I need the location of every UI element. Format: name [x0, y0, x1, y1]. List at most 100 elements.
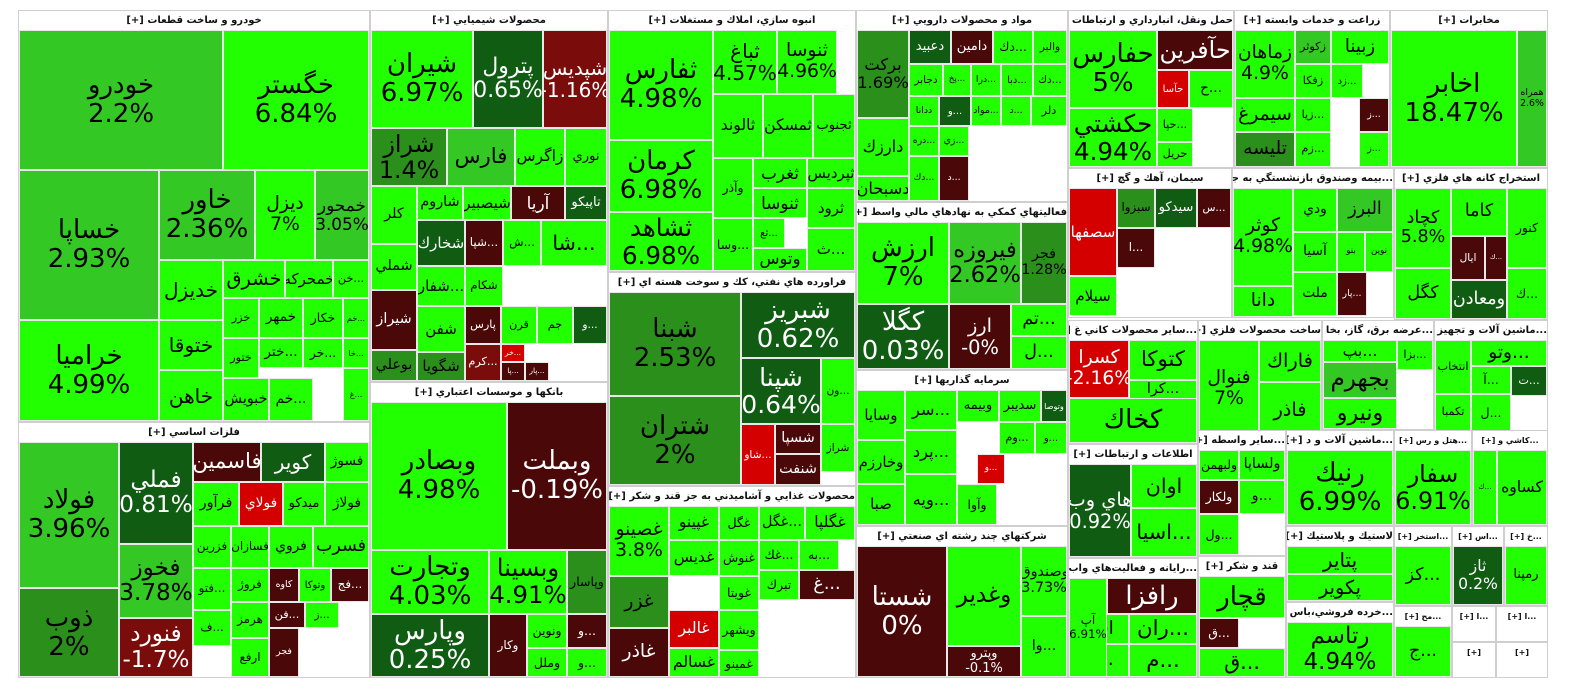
tile-1-20[interactable]: شفن: [417, 306, 465, 352]
tile-3-16[interactable]: ...دره: [909, 126, 939, 156]
tile-11-24[interactable]: ...ف: [193, 610, 231, 646]
tile-0-16[interactable]: خاهن: [159, 370, 223, 421]
tile-5-2[interactable]: زبينا: [1331, 30, 1389, 64]
tile-14-1[interactable]: سديبر: [999, 390, 1041, 422]
tile-15-17[interactable]: غمينو: [719, 650, 759, 677]
tile-15-8[interactable]: ...به: [799, 540, 839, 570]
tile-0-23[interactable]: ...غ: [343, 368, 369, 421]
tile-20-4[interactable]: ...ل: [1471, 394, 1511, 431]
tile-7-1[interactable]: فيروزه 2.62%: [949, 222, 1021, 304]
tile-5-8[interactable]: تليسه: [1235, 132, 1295, 167]
tile-16-4[interactable]: ...وا: [1021, 616, 1067, 677]
tile-1-25[interactable]: شگويا: [417, 352, 465, 381]
tile-2-8[interactable]: ثغرب: [753, 158, 807, 188]
tile-8-0[interactable]: سصفها: [1069, 188, 1117, 276]
tile-26-5[interactable]: آپ 6.91%: [1069, 578, 1107, 677]
tile-0-12[interactable]: خزر: [223, 298, 259, 338]
sector-header[interactable]: ...عرضه برق، گاز، بخا [+]: [1323, 321, 1433, 340]
tile-1-5[interactable]: زاگرس: [515, 128, 565, 186]
tile-8-5[interactable]: سيلام: [1069, 276, 1117, 316]
tile-13-5[interactable]: شراز: [821, 424, 855, 472]
tile-19-3[interactable]: ...بزا: [1397, 340, 1433, 370]
tile-3-20[interactable]: ...د: [939, 156, 969, 201]
tile-1-27[interactable]: ...خر: [501, 344, 525, 362]
tile-2-2[interactable]: ثنوسا 4.96%: [777, 30, 837, 94]
tile-30-0[interactable]: رمپنا: [1505, 546, 1547, 605]
tile-11-18[interactable]: ...فتو: [193, 568, 231, 610]
tile-5-0[interactable]: زماهان 4.9%: [1235, 30, 1295, 98]
sector-header[interactable]: محصولات شيميايي [+]: [371, 11, 607, 30]
tile-22-0[interactable]: ولساپا: [1239, 450, 1285, 480]
tile-1-26[interactable]: ...كرم: [465, 344, 501, 381]
tile-0-14[interactable]: خكار: [303, 298, 343, 338]
tile-15-9[interactable]: غزر: [609, 576, 669, 628]
tile-12-4[interactable]: وپاسار: [567, 550, 607, 614]
tile-2-3[interactable]: ثالوند: [713, 94, 763, 158]
tile-11-20[interactable]: ...ز: [305, 602, 339, 628]
sector-header[interactable]: انبوه سازي، املاك و مستغلات [+]: [609, 11, 855, 30]
tile-13-2[interactable]: شپنا 0.64%: [741, 358, 821, 424]
tile-10-0[interactable]: كچاد 5.8%: [1395, 188, 1451, 268]
tile-3-14[interactable]: ...د: [1001, 96, 1031, 126]
sector-header[interactable]: ...ا [+]: [1453, 607, 1495, 626]
tile-3-5[interactable]: دجابر: [909, 64, 943, 96]
sector-header[interactable]: [+]: [1497, 643, 1547, 662]
tile-3-6[interactable]: ...پخ: [943, 64, 971, 96]
tile-1-22[interactable]: قرن: [501, 306, 537, 344]
tile-4-5[interactable]: ...حپا: [1157, 108, 1193, 142]
tile-11-21[interactable]: هرمز: [231, 602, 269, 638]
tile-13-4[interactable]: شتران 2%: [609, 396, 741, 485]
tile-0-15[interactable]: ...خم: [343, 298, 369, 338]
tile-8-2[interactable]: سيدكو: [1155, 188, 1197, 228]
tile-0-13[interactable]: خمهر: [259, 298, 303, 338]
tile-14-9[interactable]: ...و: [977, 454, 1005, 484]
tile-15-0[interactable]: غصينو 3.8%: [609, 506, 669, 576]
tile-0-3[interactable]: خاور 2.36%: [159, 170, 255, 260]
tile-5-3[interactable]: زفكا: [1295, 64, 1331, 98]
tile-8-1[interactable]: سبزوا: [1117, 188, 1155, 228]
tile-0-20[interactable]: ...خا: [343, 338, 369, 368]
tile-19-1[interactable]: بجهرم: [1323, 362, 1397, 398]
tile-3-3[interactable]: ...دك: [993, 30, 1033, 64]
tile-26-0[interactable]: رافزا: [1107, 578, 1197, 614]
tile-8-4[interactable]: ...ا: [1117, 228, 1155, 268]
tile-14-4[interactable]: وسايا: [857, 390, 905, 440]
tile-13-1[interactable]: شبريز 0.62%: [741, 292, 855, 358]
tile-15-7[interactable]: ...غك: [759, 540, 799, 570]
tile-1-1[interactable]: پترول 0.65%: [473, 30, 543, 128]
tile-0-10[interactable]: ...خن: [333, 260, 369, 298]
tile-3-0[interactable]: بركت 1.69%: [857, 30, 909, 118]
tile-6-0[interactable]: اخابر 18.47%: [1391, 30, 1517, 167]
tile-10-4[interactable]: ...ك: [1485, 236, 1507, 280]
tile-1-0[interactable]: شيران 6.97%: [371, 30, 473, 128]
sector-header[interactable]: ...ماشين آلات و تجهيز [+]: [1435, 321, 1547, 340]
tile-5-10[interactable]: ...ز: [1359, 132, 1389, 167]
tile-11-5[interactable]: فرآور: [193, 482, 239, 526]
tile-1-17[interactable]: ...شفار: [417, 266, 465, 306]
tile-12-1[interactable]: وبملت -0.19%: [507, 402, 607, 550]
tile-1-18[interactable]: شكام: [465, 266, 503, 306]
tile-18-2[interactable]: فاذر: [1259, 382, 1321, 437]
sector-header[interactable]: ...ماشين آلات و د [+]: [1287, 431, 1393, 450]
tile-8-3[interactable]: ...س: [1197, 188, 1231, 228]
sector-header[interactable]: ...كاشي و [+]: [1473, 431, 1547, 450]
tile-29-0[interactable]: ثاز 0.2%: [1453, 546, 1503, 605]
sector-header[interactable]: ...بيمه وصندوق بازنشستگي به جز [+]: [1233, 169, 1393, 188]
tile-14-8[interactable]: ...پرد: [905, 430, 957, 474]
tile-3-13[interactable]: ...مواد: [971, 96, 1001, 126]
tile-22-3[interactable]: ...و: [1239, 480, 1285, 514]
tile-1-16[interactable]: ...شا: [541, 220, 607, 266]
sector-header[interactable]: اطلاعات و ارتباطات [+]: [1069, 445, 1197, 464]
tile-3-4[interactable]: والبر: [1033, 30, 1067, 64]
tile-14-5[interactable]: ...وم: [999, 422, 1035, 454]
tile-20-1[interactable]: ...ت: [1511, 366, 1547, 396]
tile-20-5[interactable]: تكمبا: [1435, 394, 1471, 431]
tile-9-8[interactable]: ...پار: [1337, 272, 1367, 316]
tile-12-6[interactable]: وكار: [489, 614, 527, 677]
tile-15-11[interactable]: تبرك: [759, 570, 799, 600]
tile-0-19[interactable]: ...خر: [303, 338, 343, 368]
tile-14-7[interactable]: وخارزم: [857, 440, 905, 484]
tile-4-2[interactable]: حآسا: [1157, 70, 1189, 108]
tile-11-9[interactable]: فخوز 3.78%: [119, 544, 193, 618]
sector-header[interactable]: ...اس [+]: [1453, 527, 1503, 546]
